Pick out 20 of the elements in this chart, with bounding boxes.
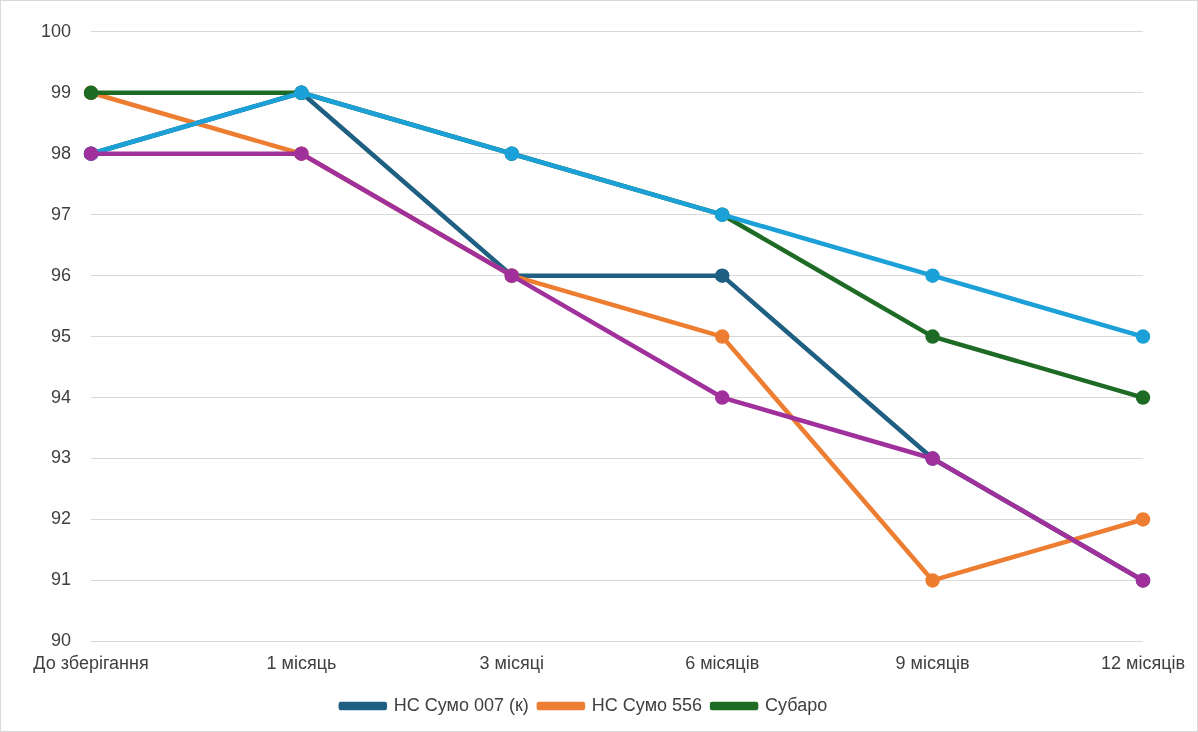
y-tick-label: 93 [51,447,72,468]
x-tick-label: 3 місяці [479,653,545,674]
y-tick-label: 100 [40,20,72,41]
x-tick-label: 6 місяців [685,653,760,674]
y-tick-label: 90 [51,630,72,651]
y-tick-label: 98 [51,142,72,163]
y-tick-label: 96 [51,264,72,285]
y-tick-label: 91 [51,569,72,590]
y-tick-label: 95 [51,325,72,346]
x-tick-label: До зберігання [33,653,149,674]
legend-label: Субаро [765,694,828,715]
x-tick-label: 12 місяців [1100,653,1185,674]
legend-label: НС Сумо 556 [591,694,703,715]
legend-label: НС Сумо 007 (к) [393,694,529,715]
y-tick-label: 94 [51,386,72,407]
y-tick-label: 92 [51,508,72,529]
y-tick-label: 99 [51,81,72,102]
y-tick-label: 97 [51,203,72,224]
x-tick-label: 1 місяць [266,653,337,674]
x-tick-label: 9 місяців [895,653,970,674]
